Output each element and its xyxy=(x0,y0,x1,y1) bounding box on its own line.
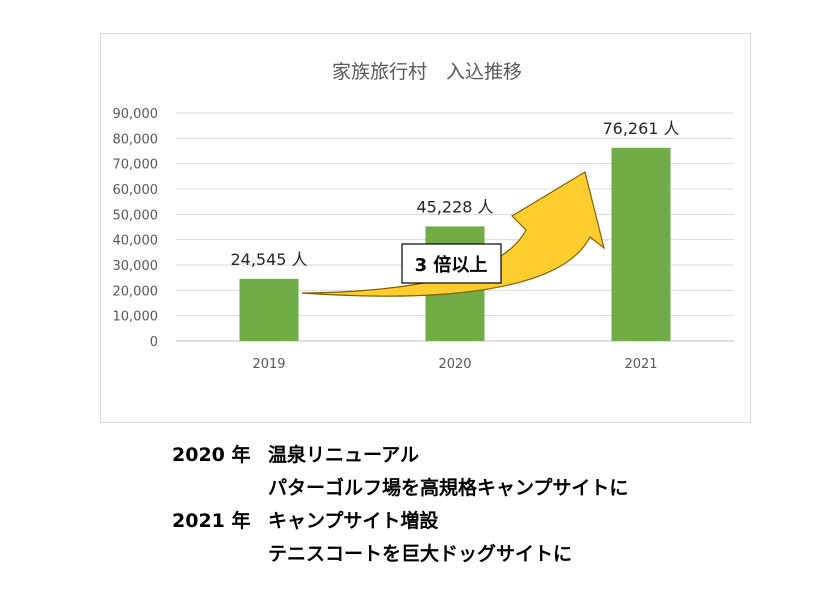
y-tick-label: 70,000 xyxy=(113,158,159,173)
y-tick-label: 20,000 xyxy=(113,284,159,299)
y-tick-label: 80,000 xyxy=(113,132,159,147)
note-text: キャンプサイト増設 xyxy=(268,510,439,532)
chart-area: 家族旅行村 入込推移 0 10,000 20,000 30,000 40,000 50,0… xyxy=(100,33,751,423)
y-tick-label: 10,000 xyxy=(113,310,159,325)
y-tick-label: 30,000 xyxy=(113,259,159,274)
annotation-box xyxy=(401,243,502,284)
x-tick-label: 2019 xyxy=(252,357,285,372)
growth-arrow: 3 倍以上 xyxy=(301,171,606,297)
annotation-text: 3 倍以上 xyxy=(415,254,488,276)
note-text: テニスコートを巨大ドッグサイトに xyxy=(268,543,573,565)
data-label: 45,228 人 xyxy=(416,197,493,216)
x-tick-label: 2020 xyxy=(438,357,471,372)
x-tick-label: 2021 xyxy=(624,357,657,372)
data-labels: 24,545 人 45,228 人 76,261 人 xyxy=(230,119,679,269)
bar xyxy=(239,278,299,341)
note-text: 温泉リニューアル xyxy=(268,444,420,466)
chart-title: 家族旅行村 入込推移 xyxy=(332,61,522,83)
y-tick-label: 40,000 xyxy=(113,234,159,249)
x-axis-tick-labels: 2019 2020 2021 xyxy=(252,357,657,372)
bar-chart: 家族旅行村 入込推移 0 10,000 20,000 30,000 40,000 50,0… xyxy=(113,61,734,372)
note-year: 2020 年 xyxy=(172,444,251,466)
y-tick-label: 60,000 xyxy=(113,183,159,198)
y-tick-label: 0 xyxy=(150,335,158,350)
arrow-shape xyxy=(301,171,606,297)
note-text: パターゴルフ場を高規格キャンプサイトに xyxy=(268,477,629,499)
y-axis-tick-labels: 0 10,000 20,000 30,000 40,000 50,000 60,000 70,… xyxy=(113,107,159,350)
data-label: 24,545 人 xyxy=(230,250,307,269)
bar xyxy=(611,147,671,341)
note-year: 2021 年 xyxy=(172,510,251,532)
data-label: 76,261 人 xyxy=(602,119,679,138)
y-tick-label: 50,000 xyxy=(113,208,159,223)
y-tick-label: 90,000 xyxy=(113,107,159,122)
